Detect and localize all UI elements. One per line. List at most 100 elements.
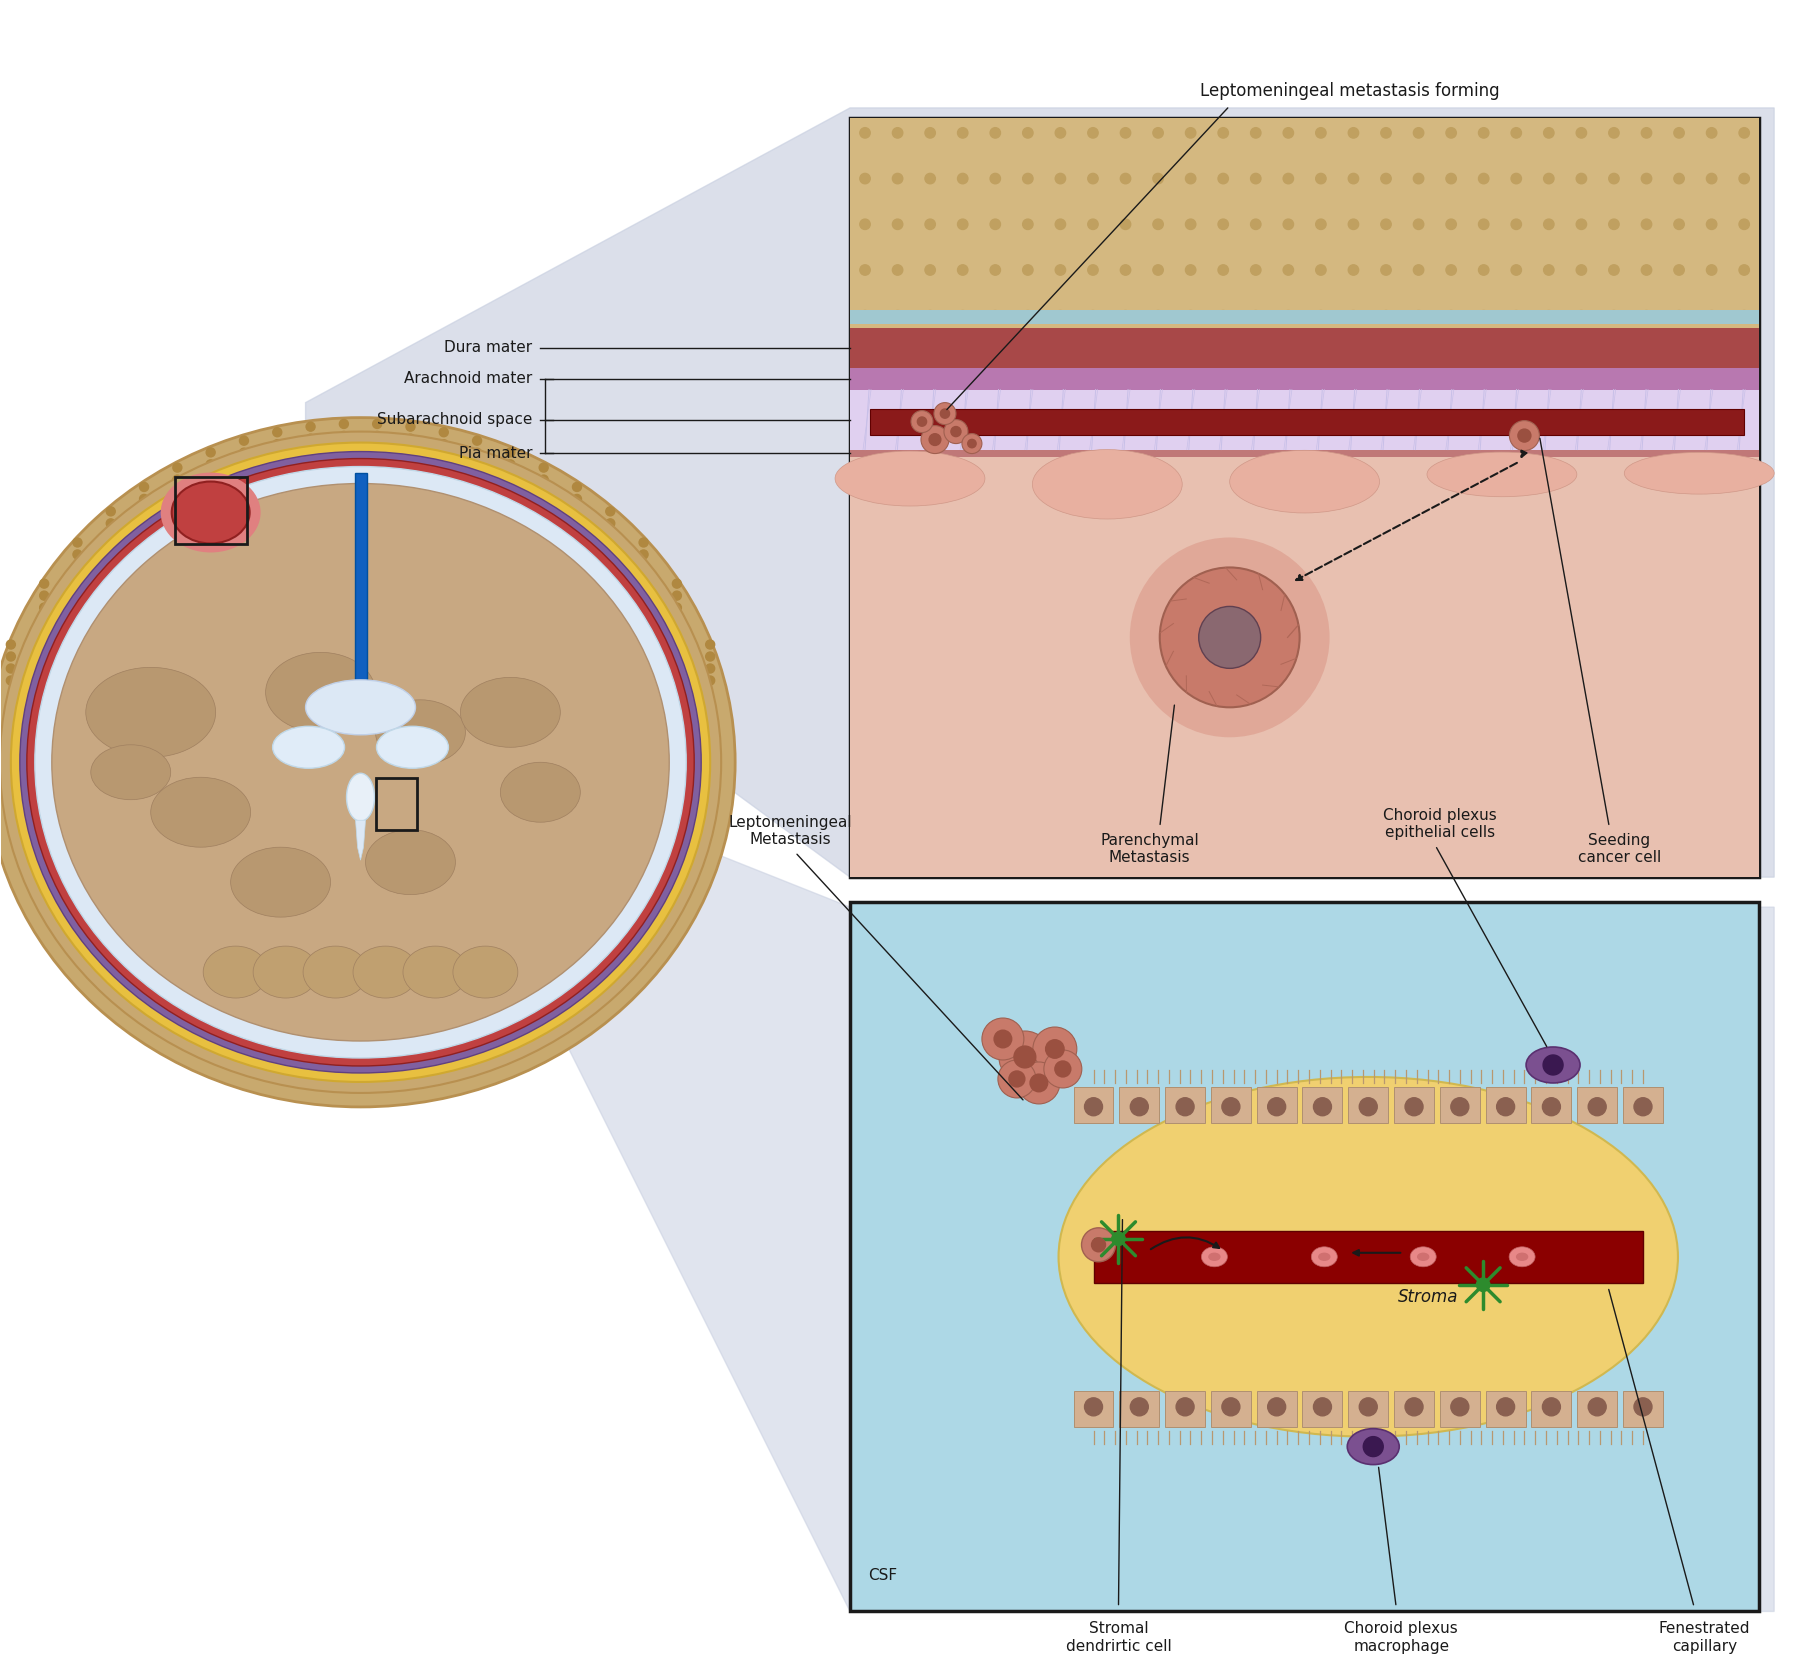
Circle shape (918, 417, 927, 426)
Circle shape (473, 472, 482, 481)
Circle shape (1152, 264, 1163, 274)
Bar (850, 901, 1759, 1611)
Bar (1094, 1231, 1643, 1282)
Circle shape (1445, 220, 1456, 229)
Circle shape (1055, 1061, 1071, 1078)
Circle shape (1510, 173, 1521, 185)
Circle shape (1152, 220, 1163, 229)
Text: Fenestrated
capillary: Fenestrated capillary (1658, 1621, 1750, 1653)
Circle shape (306, 434, 315, 442)
Circle shape (1022, 220, 1033, 229)
Circle shape (274, 427, 283, 437)
Circle shape (1588, 1098, 1606, 1116)
Ellipse shape (86, 667, 216, 757)
Ellipse shape (376, 700, 466, 765)
Ellipse shape (254, 946, 319, 998)
Circle shape (1445, 128, 1456, 138)
Circle shape (340, 444, 349, 452)
Circle shape (1283, 128, 1294, 138)
Circle shape (1152, 311, 1163, 321)
Ellipse shape (272, 727, 344, 768)
Circle shape (40, 590, 49, 600)
Ellipse shape (0, 432, 722, 1093)
Bar (1577, 1390, 1616, 1427)
Bar (1120, 1390, 1159, 1427)
Ellipse shape (461, 677, 560, 747)
Circle shape (1033, 1028, 1076, 1071)
Circle shape (1413, 173, 1424, 185)
Ellipse shape (1346, 1429, 1399, 1465)
Circle shape (173, 499, 182, 509)
Circle shape (140, 507, 149, 516)
Ellipse shape (1201, 1247, 1228, 1267)
Circle shape (639, 574, 648, 584)
Circle shape (1406, 1098, 1424, 1116)
Circle shape (1010, 1071, 1024, 1088)
Circle shape (1120, 311, 1130, 321)
Circle shape (990, 220, 1001, 229)
Circle shape (940, 409, 950, 417)
Text: Seeding
cancer cell: Seeding cancer cell (1577, 833, 1661, 865)
Circle shape (1577, 264, 1586, 274)
Circle shape (925, 311, 936, 321)
Circle shape (7, 675, 16, 685)
Bar (1485, 1390, 1526, 1427)
Circle shape (1316, 311, 1327, 321)
Circle shape (506, 484, 515, 492)
Circle shape (540, 476, 549, 484)
Bar (1120, 1088, 1159, 1123)
Circle shape (1674, 173, 1685, 185)
Circle shape (1044, 1049, 1082, 1088)
Circle shape (860, 220, 869, 229)
Circle shape (1091, 1237, 1105, 1252)
Circle shape (1175, 1399, 1193, 1415)
Circle shape (7, 652, 16, 660)
Circle shape (1413, 311, 1424, 321)
Circle shape (74, 550, 83, 559)
Circle shape (1381, 128, 1391, 138)
Circle shape (1588, 1399, 1606, 1415)
Bar (850, 389, 1759, 449)
Circle shape (1739, 220, 1750, 229)
Circle shape (1609, 173, 1620, 185)
Circle shape (239, 461, 248, 469)
Ellipse shape (1229, 451, 1379, 512)
Circle shape (1478, 264, 1489, 274)
Circle shape (1130, 1098, 1148, 1116)
Circle shape (239, 472, 248, 481)
Circle shape (1222, 1098, 1240, 1116)
Circle shape (74, 574, 83, 584)
Circle shape (958, 264, 968, 274)
Circle shape (934, 402, 956, 424)
Circle shape (1478, 173, 1489, 185)
Circle shape (929, 434, 941, 446)
Circle shape (706, 652, 715, 660)
Bar (1624, 1390, 1663, 1427)
Bar (1577, 1088, 1616, 1123)
Circle shape (1510, 264, 1521, 274)
Ellipse shape (266, 652, 376, 732)
Bar (1303, 1390, 1343, 1427)
Circle shape (1130, 1399, 1148, 1415)
Circle shape (1577, 128, 1586, 138)
Circle shape (1381, 311, 1391, 321)
Circle shape (1706, 173, 1717, 185)
Circle shape (1219, 311, 1228, 321)
Ellipse shape (376, 727, 448, 768)
Circle shape (106, 507, 115, 516)
Ellipse shape (1508, 1247, 1535, 1267)
Circle shape (1642, 264, 1652, 274)
Circle shape (1381, 173, 1391, 185)
Ellipse shape (1526, 1048, 1580, 1083)
Ellipse shape (500, 762, 580, 822)
Circle shape (1152, 173, 1163, 185)
Circle shape (1706, 311, 1717, 321)
Circle shape (140, 494, 149, 504)
Ellipse shape (171, 482, 250, 544)
Circle shape (1381, 220, 1391, 229)
Ellipse shape (203, 946, 268, 998)
Ellipse shape (835, 451, 985, 506)
Circle shape (1087, 311, 1098, 321)
Circle shape (506, 472, 515, 481)
Circle shape (1381, 264, 1391, 274)
